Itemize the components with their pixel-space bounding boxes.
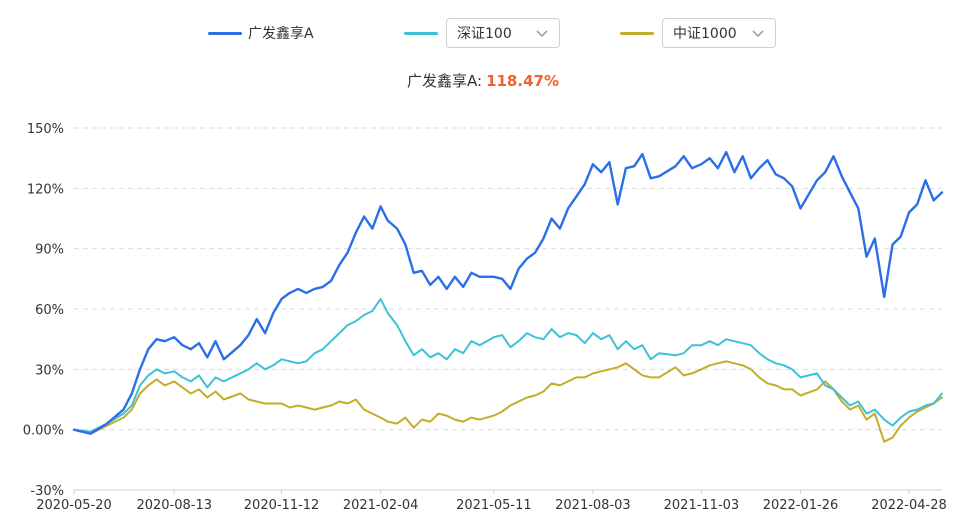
- chevron-down-icon: [752, 30, 764, 38]
- legend-row: 广发鑫享A 深证100 中证1000: [0, 0, 966, 64]
- y-tick-label: 0.00%: [23, 424, 64, 439]
- index1-select[interactable]: 深证100: [446, 18, 560, 48]
- y-tick-label: 120%: [27, 182, 64, 197]
- series-line-fund: [72, 150, 944, 435]
- x-tick-label: 2020-08-13: [136, 498, 212, 513]
- headline-label: 广发鑫享A:: [407, 72, 483, 90]
- x-tick-label: 2021-08-03: [555, 498, 631, 513]
- x-tick-label: 2020-05-20: [36, 498, 112, 513]
- legend-swatch-fund: [208, 31, 242, 35]
- x-tick-label: 2022-01-26: [763, 498, 839, 513]
- x-tick-label: 2020-11-12: [244, 498, 320, 513]
- legend-swatch-index1: [404, 31, 438, 35]
- y-tick-label: 30%: [35, 363, 64, 378]
- series-line-index2: [73, 360, 943, 443]
- y-tick-label: 60%: [35, 303, 64, 318]
- x-tick-label: 2021-11-03: [664, 498, 740, 513]
- index1-select-value: 深证100: [457, 26, 512, 42]
- legend-label-fund: 广发鑫享A: [248, 26, 314, 42]
- series-line-index1: [73, 297, 943, 433]
- index2-select-value: 中证1000: [673, 26, 737, 42]
- legend-item-index1: 深证100: [404, 18, 560, 48]
- y-tick-label: -30%: [30, 484, 64, 499]
- x-tick-label: 2021-02-04: [343, 498, 419, 513]
- chevron-down-icon: [536, 30, 548, 38]
- legend-item-fund[interactable]: 广发鑫享A: [208, 18, 314, 48]
- index2-select[interactable]: 中证1000: [662, 18, 776, 48]
- legend-swatch-index2: [620, 31, 654, 35]
- x-tick-label: 2021-05-11: [456, 498, 532, 513]
- headline-value: 118.47%: [486, 72, 559, 90]
- y-tick-label: 150%: [27, 122, 64, 137]
- return-headline: 广发鑫享A: 118.47%: [0, 70, 966, 91]
- legend-item-index2: 中证1000: [620, 18, 776, 48]
- y-tick-label: 90%: [35, 243, 64, 258]
- x-tick-label: 2022-04-28: [871, 498, 947, 513]
